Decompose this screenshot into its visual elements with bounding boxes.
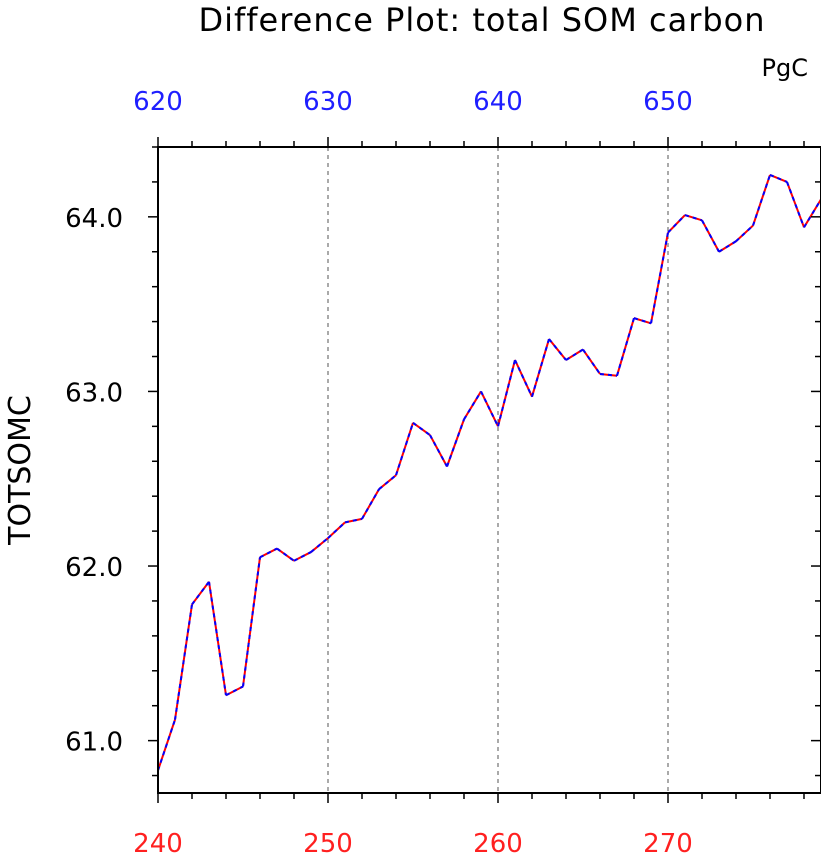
series-segment-blue-dashed (514, 359, 533, 398)
series-segment-blue-dashed (633, 317, 652, 325)
axis-ticks (148, 137, 821, 803)
series-segment-blue-dashed (497, 359, 516, 427)
x-top-tick-label: 640 (473, 87, 523, 117)
series-segment-blue-dashed (412, 422, 431, 436)
series-segment-blue-dashed (684, 214, 703, 222)
grid-lines (327, 147, 669, 793)
x-top-tick-label: 650 (643, 87, 693, 117)
series-segment-blue-dashed (786, 181, 805, 228)
x-top-tick-label: 630 (303, 87, 353, 117)
x-bottom-tick-label: 260 (473, 829, 523, 854)
series-segment-blue-dashed (616, 317, 635, 377)
chart-title: Difference Plot: total SOM carbon (198, 1, 765, 39)
series-segment-blue-dashed (718, 240, 737, 253)
series-lines (157, 174, 821, 771)
series-segment-red (667, 214, 686, 234)
series-segment-blue-dashed (276, 547, 295, 562)
units-label: PgC (762, 54, 808, 82)
series-segment-blue-dashed (361, 488, 380, 520)
y-axis-label: TOTSOMC (3, 395, 38, 546)
series-segment-blue-dashed (327, 521, 346, 539)
series-segment-blue-dashed (208, 581, 227, 696)
series-segment-blue-dashed (378, 474, 397, 490)
series-segment-blue-dashed (735, 224, 754, 243)
series-segment-blue-dashed (599, 372, 618, 377)
series-segment-blue-dashed (531, 338, 550, 397)
series-segment-red (548, 338, 567, 361)
series-segment-blue-dashed (769, 174, 788, 183)
plot-frame (157, 146, 821, 794)
y-tick-label: 64.0 (65, 204, 123, 234)
series-segment-blue-dashed (565, 348, 584, 361)
series-segment-blue-dashed (310, 537, 329, 553)
series-segment-blue-dashed (293, 551, 312, 562)
x-bottom-tick-label: 240 (133, 829, 183, 854)
series-segment-blue-dashed (259, 547, 278, 559)
series-segment-red (191, 581, 210, 606)
y-tick-label: 63.0 (65, 378, 123, 408)
x-bottom-tick-label: 250 (303, 829, 353, 854)
x-top-tick-label: 620 (133, 87, 183, 117)
series-segment-blue-dashed (463, 390, 482, 420)
series-segment-blue-dashed (480, 390, 499, 427)
series-segment-blue-dashed (395, 422, 414, 476)
y-tick-label: 61.0 (65, 728, 123, 758)
series-segment-blue-dashed (157, 719, 176, 771)
series-segment-blue-dashed (429, 434, 448, 467)
tick-labels: 240 250 260 270 620 630 640 650 61.0 62.0 63.0 64.0 (65, 87, 693, 854)
series-segment-blue-dashed (344, 517, 363, 524)
y-tick-label: 62.0 (65, 553, 123, 583)
series-segment-blue-dashed (225, 685, 244, 697)
series-segment-blue-dashed (174, 604, 193, 720)
series-segment-blue-dashed (582, 348, 601, 375)
series-segment-blue-dashed (752, 174, 771, 226)
series-segment-blue-dashed (242, 557, 261, 687)
series-segment-blue-dashed (803, 198, 821, 228)
series-segment-blue-dashed (701, 219, 720, 253)
series-segment-blue-dashed (446, 419, 465, 467)
x-bottom-tick-label: 270 (643, 829, 693, 854)
series-segment-red (650, 232, 669, 324)
